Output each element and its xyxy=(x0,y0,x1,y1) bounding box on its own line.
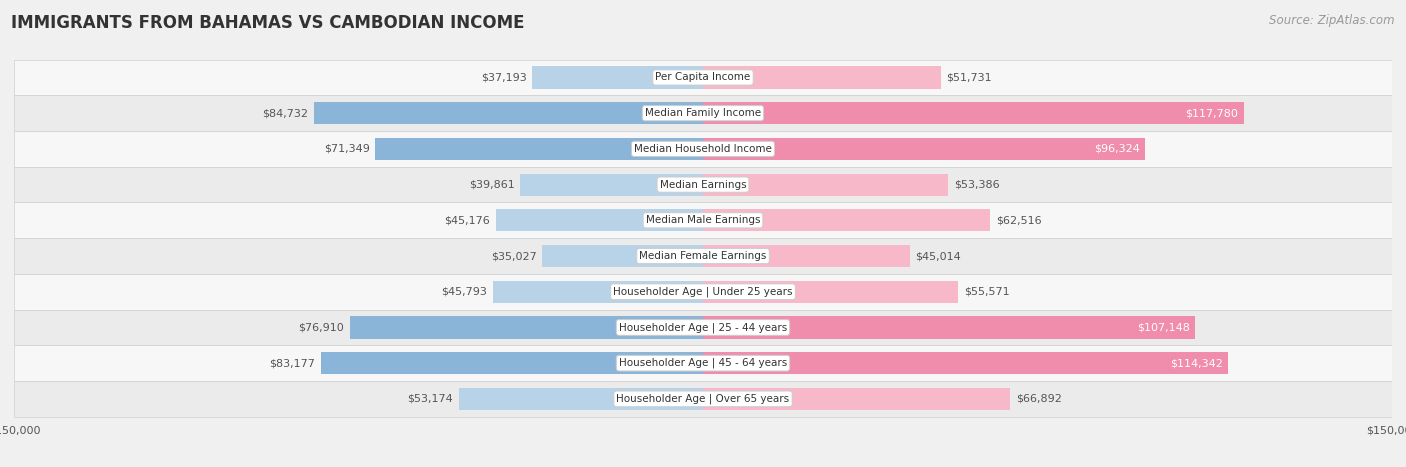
Bar xyxy=(14,60,1392,95)
Text: Source: ZipAtlas.com: Source: ZipAtlas.com xyxy=(1270,14,1395,27)
Text: $62,516: $62,516 xyxy=(995,215,1042,225)
Text: $53,174: $53,174 xyxy=(408,394,453,404)
Text: $71,349: $71,349 xyxy=(323,144,370,154)
Bar xyxy=(14,238,1392,274)
Bar xyxy=(14,345,1392,381)
Bar xyxy=(375,138,703,160)
Bar xyxy=(314,102,703,124)
Text: IMMIGRANTS FROM BAHAMAS VS CAMBODIAN INCOME: IMMIGRANTS FROM BAHAMAS VS CAMBODIAN INC… xyxy=(11,14,524,32)
Bar xyxy=(321,352,703,374)
Bar xyxy=(14,381,1392,417)
Text: $76,910: $76,910 xyxy=(298,322,344,333)
Text: Median Female Earnings: Median Female Earnings xyxy=(640,251,766,261)
Bar xyxy=(703,102,1244,124)
Text: $66,892: $66,892 xyxy=(1015,394,1062,404)
Text: Median Earnings: Median Earnings xyxy=(659,180,747,190)
Text: $45,014: $45,014 xyxy=(915,251,962,261)
Text: $114,342: $114,342 xyxy=(1170,358,1223,368)
Bar xyxy=(543,245,703,267)
Text: $37,193: $37,193 xyxy=(481,72,527,83)
Text: $55,571: $55,571 xyxy=(963,287,1010,297)
Bar xyxy=(703,138,1146,160)
Text: Median Family Income: Median Family Income xyxy=(645,108,761,118)
Bar xyxy=(703,174,948,196)
Bar xyxy=(14,203,1392,238)
Bar xyxy=(533,66,703,89)
Bar xyxy=(703,245,910,267)
Bar xyxy=(703,388,1011,410)
Bar xyxy=(350,316,703,339)
Text: $51,731: $51,731 xyxy=(946,72,991,83)
Bar xyxy=(703,352,1229,374)
Bar xyxy=(520,174,703,196)
Bar xyxy=(14,167,1392,203)
Text: Per Capita Income: Per Capita Income xyxy=(655,72,751,83)
Text: $35,027: $35,027 xyxy=(491,251,537,261)
Text: $39,861: $39,861 xyxy=(468,180,515,190)
Bar xyxy=(703,316,1195,339)
Bar xyxy=(14,131,1392,167)
Text: Householder Age | 45 - 64 years: Householder Age | 45 - 64 years xyxy=(619,358,787,368)
Bar xyxy=(492,281,703,303)
Text: $45,793: $45,793 xyxy=(441,287,486,297)
Text: $83,177: $83,177 xyxy=(270,358,315,368)
Text: $84,732: $84,732 xyxy=(263,108,308,118)
Bar xyxy=(495,209,703,231)
Text: Householder Age | 25 - 44 years: Householder Age | 25 - 44 years xyxy=(619,322,787,333)
Bar xyxy=(14,310,1392,345)
Text: Householder Age | Over 65 years: Householder Age | Over 65 years xyxy=(616,394,790,404)
Bar xyxy=(703,209,990,231)
Bar xyxy=(458,388,703,410)
Text: $53,386: $53,386 xyxy=(953,180,1000,190)
Text: Median Male Earnings: Median Male Earnings xyxy=(645,215,761,225)
Bar xyxy=(14,95,1392,131)
Text: Householder Age | Under 25 years: Householder Age | Under 25 years xyxy=(613,286,793,297)
Text: $107,148: $107,148 xyxy=(1136,322,1189,333)
Bar xyxy=(14,274,1392,310)
Text: $45,176: $45,176 xyxy=(444,215,491,225)
Bar xyxy=(703,281,959,303)
Text: $117,780: $117,780 xyxy=(1185,108,1239,118)
Text: $96,324: $96,324 xyxy=(1094,144,1140,154)
Text: Median Household Income: Median Household Income xyxy=(634,144,772,154)
Bar xyxy=(703,66,941,89)
